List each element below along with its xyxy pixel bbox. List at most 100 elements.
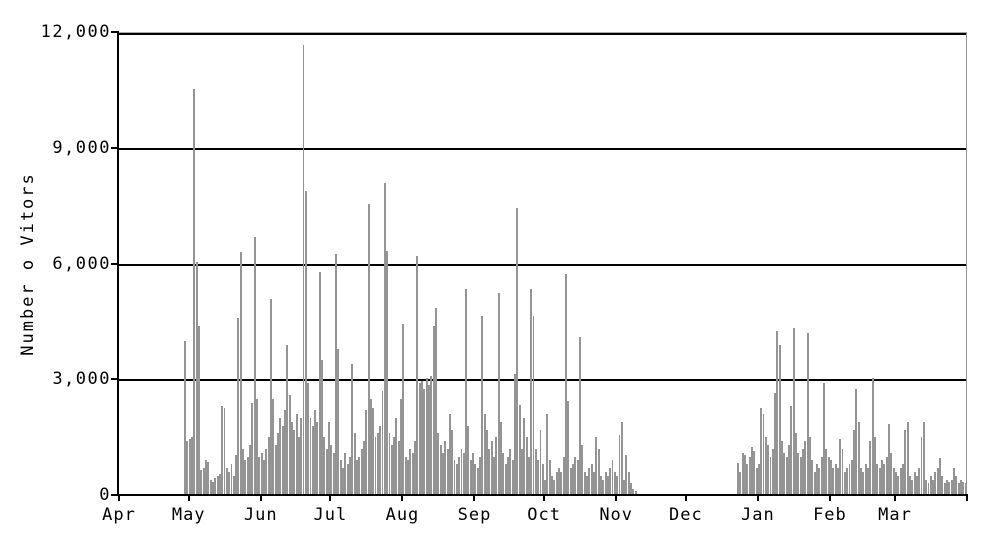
bar [939,458,942,495]
bar [913,471,916,495]
x-tick-end [966,496,968,501]
bar [328,421,331,495]
bar [337,348,340,495]
bar [225,468,228,495]
bar [362,441,365,495]
bar [537,460,540,495]
bar [767,444,770,495]
bar [304,190,307,495]
bar [592,471,595,495]
x-tick [118,496,120,501]
bar [467,425,470,495]
bar [376,433,379,495]
bar [541,464,544,495]
bar [286,344,289,495]
bar [265,448,268,495]
bar [339,460,342,495]
bar [527,456,530,495]
bar [797,452,800,495]
bar [962,481,965,495]
bar [918,468,921,495]
bar [458,456,461,495]
bar [202,468,205,495]
bar [957,483,960,495]
bar [746,464,749,495]
bar [539,429,542,495]
bar [611,460,614,495]
bar [469,460,472,495]
bar [479,456,482,495]
bar [462,452,465,495]
x-tick [187,496,190,501]
bar [193,88,196,495]
bar [395,418,398,495]
bar [860,468,863,495]
gridline-3000 [119,379,966,381]
bar [314,410,317,495]
bar [516,208,519,495]
bar [757,464,760,495]
bar [822,383,825,495]
bar [818,468,821,495]
bar [776,331,779,495]
bar [453,460,456,495]
bar [472,452,475,495]
bar [441,452,444,495]
bar [191,437,193,495]
gridline-12000 [119,33,966,35]
bar [609,468,612,495]
bar [604,471,607,495]
x-tick [828,496,831,501]
bar [355,460,358,495]
bar [513,373,516,495]
bar [588,468,591,495]
x-month-label: Jan [741,505,775,525]
bar [753,450,756,495]
bar [307,383,310,495]
bar [402,323,405,495]
x-month-label: Sep [457,505,492,525]
bar [908,475,911,495]
bar [799,456,802,495]
bar [929,475,932,495]
bar [946,479,949,495]
bar [934,471,937,495]
bar [381,391,384,495]
bar [335,254,337,495]
bar [888,423,890,495]
bar [955,475,958,495]
bar [878,468,881,495]
bar [813,471,816,495]
bar [555,471,558,495]
bar [297,437,300,495]
bar [186,441,189,495]
bar [500,421,502,495]
bar [616,475,619,495]
bar [894,471,897,495]
bar [602,479,605,495]
y-tick-label: 12,000 [40,22,111,42]
bar [418,383,421,495]
y-tick [111,262,117,265]
bar [404,456,407,495]
x-tick [615,496,618,501]
bar [267,437,270,495]
bar [444,441,447,495]
bar [388,433,391,495]
bar [613,471,616,495]
bar [544,479,547,495]
bar [920,437,923,495]
bar [332,452,335,495]
bar [509,448,512,495]
bar [493,456,495,495]
bar [804,441,807,495]
bar [792,327,795,495]
gridline-6000 [119,264,966,266]
bar [530,289,533,495]
bar [565,273,567,495]
bar [762,414,765,495]
bar [739,471,742,495]
bar [620,421,623,495]
y-tick [111,378,117,381]
